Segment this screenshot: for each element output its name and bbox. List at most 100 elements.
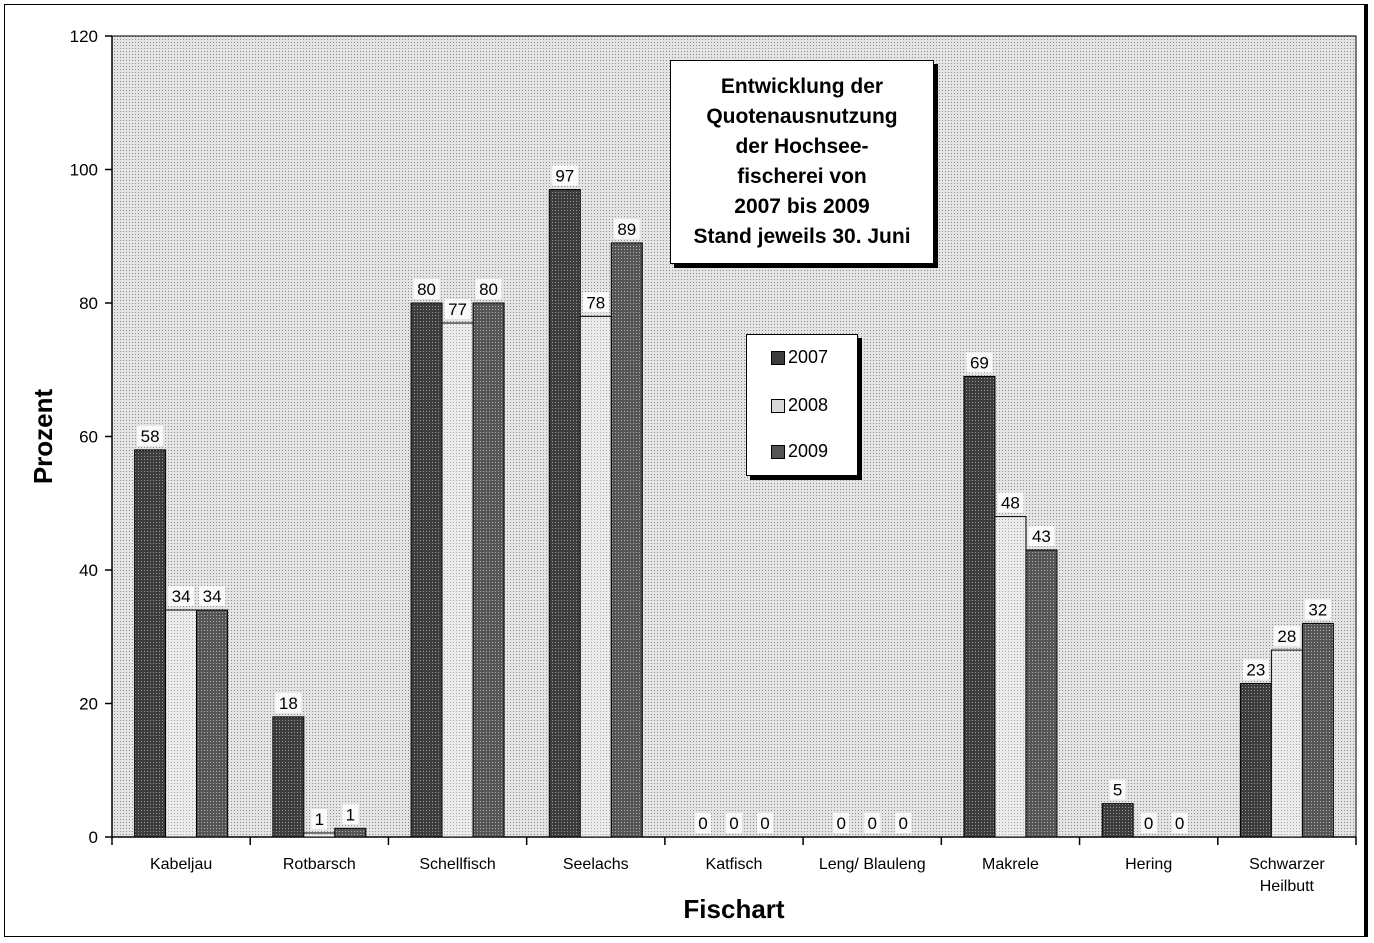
data-label-bg bbox=[966, 352, 993, 373]
bar-2008-7 bbox=[994, 516, 1027, 838]
legend-item-2009: 2009 bbox=[771, 441, 828, 462]
bar-2008-1 bbox=[165, 609, 198, 838]
y-tick-label: 0 bbox=[89, 828, 98, 847]
data-label-2008-6: 0 bbox=[867, 814, 876, 833]
x-axis-title: Fischart bbox=[683, 894, 784, 924]
data-label-2008-1: 34 bbox=[172, 587, 191, 606]
data-label-2008-5: 0 bbox=[729, 814, 738, 833]
x-tick-label: Kabeljau bbox=[150, 856, 212, 873]
data-label-2009-4: 89 bbox=[617, 220, 636, 239]
data-label-2009-6: 0 bbox=[898, 814, 907, 833]
data-label-bg bbox=[1140, 813, 1157, 833]
x-tick-label: Heilbutt bbox=[1260, 878, 1315, 895]
data-label-2007-8: 5 bbox=[1113, 781, 1122, 800]
data-label-bg bbox=[895, 813, 912, 833]
data-label-2007-4: 97 bbox=[555, 167, 574, 186]
bar-2007-9 bbox=[1239, 682, 1272, 838]
data-label-2009-1: 34 bbox=[203, 587, 222, 606]
bar-2009-9 bbox=[1301, 622, 1334, 838]
legend-label-2007: 2007 bbox=[788, 347, 829, 367]
data-label-2008-3: 77 bbox=[448, 300, 467, 319]
bar-2008-3 bbox=[441, 322, 474, 838]
x-tick-label: Seelachs bbox=[563, 856, 629, 873]
legend-label-2008: 2008 bbox=[788, 395, 829, 415]
data-label-2007-2: 18 bbox=[279, 694, 298, 713]
y-tick-label: 20 bbox=[79, 695, 98, 714]
legend-item-2007: 2007 bbox=[771, 347, 828, 368]
y-axis-title: Prozent bbox=[28, 388, 58, 484]
data-label-2008-4: 78 bbox=[586, 293, 605, 312]
x-tick-label: Katfisch bbox=[706, 856, 763, 873]
data-label-2008-2: 1 bbox=[315, 810, 324, 829]
data-label-bg bbox=[833, 813, 850, 833]
bar-2007-2 bbox=[272, 716, 305, 838]
data-label-bg bbox=[342, 804, 359, 825]
bar-2008-4 bbox=[579, 315, 612, 838]
data-label-bg bbox=[1028, 525, 1055, 546]
data-label-bg bbox=[726, 813, 742, 833]
data-label-2009-5: 0 bbox=[760, 814, 769, 833]
data-label-2009-8: 0 bbox=[1175, 814, 1184, 833]
data-label-2009-3: 80 bbox=[479, 280, 498, 299]
data-label-2009-9: 32 bbox=[1308, 600, 1327, 619]
data-label-2007-1: 58 bbox=[141, 427, 160, 446]
data-label-bg bbox=[275, 692, 302, 713]
legend-label-2009: 2009 bbox=[788, 441, 829, 461]
data-label-bg bbox=[199, 586, 226, 607]
legend-swatch-2007 bbox=[771, 350, 785, 365]
bar-2007-1 bbox=[134, 449, 167, 838]
data-label-bg bbox=[1171, 813, 1188, 833]
bar-2008-2 bbox=[303, 832, 336, 838]
legend-swatch-2008 bbox=[771, 398, 785, 413]
data-label-bg bbox=[582, 292, 609, 313]
data-label-2009-2: 1 bbox=[346, 805, 355, 824]
x-tick-label: Hering bbox=[1125, 856, 1172, 873]
data-label-bg bbox=[864, 813, 881, 833]
data-label-bg bbox=[1273, 626, 1300, 647]
bar-2007-3 bbox=[410, 302, 443, 838]
data-label-2007-9: 23 bbox=[1246, 660, 1265, 679]
data-label-2007-5: 0 bbox=[698, 814, 707, 833]
bar-2008-9 bbox=[1270, 649, 1303, 838]
legend-swatch-2009 bbox=[771, 444, 785, 459]
x-tick-label: Leng/ Blauleng bbox=[819, 856, 926, 873]
bar-2007-4 bbox=[548, 189, 581, 838]
data-label-bg bbox=[311, 808, 328, 829]
bar-2007-8 bbox=[1101, 803, 1134, 838]
data-label-2008-8: 0 bbox=[1144, 814, 1153, 833]
x-tick-label: Makrele bbox=[982, 856, 1039, 873]
legend-item-2008: 2008 bbox=[771, 395, 828, 416]
data-label-bg bbox=[695, 813, 711, 833]
x-tick-label: Schwarzer bbox=[1249, 856, 1325, 873]
legend: 2007 2008 2009 bbox=[746, 334, 858, 476]
data-label-2008-9: 28 bbox=[1277, 627, 1296, 646]
data-label-bg bbox=[1304, 599, 1331, 620]
data-label-bg bbox=[757, 813, 773, 833]
y-tick-label: 60 bbox=[79, 428, 98, 447]
data-label-2009-7: 43 bbox=[1032, 527, 1051, 546]
data-label-bg bbox=[997, 492, 1024, 513]
data-label-bg bbox=[613, 218, 640, 239]
x-tick-label: Rotbarsch bbox=[283, 856, 356, 873]
data-label-2007-3: 80 bbox=[417, 280, 436, 299]
data-label-bg bbox=[168, 586, 195, 607]
data-label-bg bbox=[551, 165, 578, 186]
bar-2007-7 bbox=[963, 375, 996, 838]
y-tick-label: 120 bbox=[70, 27, 98, 46]
data-label-bg bbox=[137, 425, 164, 446]
data-label-2007-7: 69 bbox=[970, 353, 989, 372]
y-tick-label: 80 bbox=[79, 294, 98, 313]
chart-title: Entwicklung der Quotenausnutzung der Hoc… bbox=[670, 60, 934, 264]
data-label-2008-7: 48 bbox=[1001, 494, 1020, 513]
x-tick-label: Schellfisch bbox=[419, 856, 495, 873]
bar-2009-7 bbox=[1025, 549, 1058, 838]
data-label-2007-6: 0 bbox=[836, 814, 845, 833]
data-label-bg bbox=[413, 279, 440, 299]
bar-2009-4 bbox=[610, 242, 643, 838]
bar-2009-1 bbox=[196, 609, 229, 838]
bar-2009-3 bbox=[472, 302, 505, 838]
data-label-bg bbox=[444, 299, 471, 320]
data-label-bg bbox=[1242, 659, 1269, 680]
bar-2009-2 bbox=[334, 827, 367, 838]
y-tick-label: 100 bbox=[70, 161, 98, 180]
